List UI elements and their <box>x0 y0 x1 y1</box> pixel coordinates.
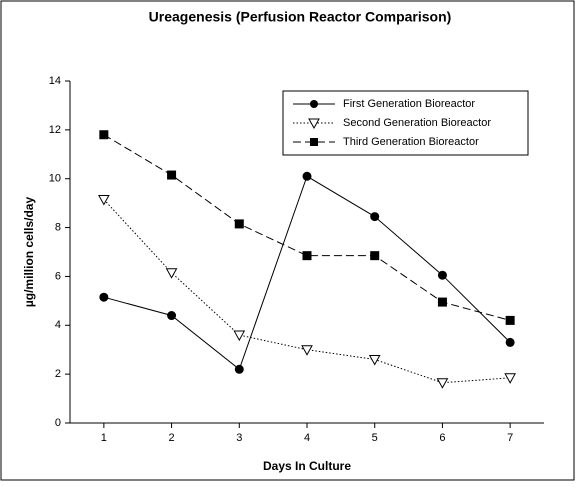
y-tick-label: 10 <box>49 173 61 185</box>
marker <box>234 364 244 374</box>
x-tick-label: 2 <box>169 432 175 444</box>
x-tick-label: 3 <box>236 432 242 444</box>
marker <box>370 251 380 261</box>
series-line <box>103 134 511 321</box>
y-tick-label: 14 <box>49 75 61 87</box>
legend-box <box>282 90 529 156</box>
marker <box>165 268 178 279</box>
y-tick-label: 8 <box>55 221 61 233</box>
y-tick-label: 4 <box>55 319 61 331</box>
marker <box>302 251 312 261</box>
marker <box>370 212 380 222</box>
legend-label: Second Generation Bioreactor <box>343 117 491 129</box>
legend: First Generation Bioreactor Second Genera… <box>282 90 529 156</box>
marker <box>99 130 109 140</box>
series-line <box>103 175 511 371</box>
marker <box>233 330 246 342</box>
x-tick-label: 5 <box>372 432 378 444</box>
legend-label: First Generation Bioreactor <box>343 98 475 110</box>
y-tick-label: 2 <box>55 368 61 380</box>
marker <box>302 171 312 181</box>
marker <box>167 170 177 180</box>
y-tick-label: 12 <box>49 124 61 136</box>
x-tick-label: 6 <box>439 432 445 444</box>
marker <box>505 315 515 325</box>
y-tick-label: 6 <box>55 270 61 282</box>
marker <box>234 219 244 229</box>
x-axis-label: Days In Culture <box>263 459 351 473</box>
y-axis-label: µg/million cells/day <box>22 197 36 308</box>
chart-title: Ureagenesis (Perfusion Reactor Compariso… <box>149 9 452 25</box>
legend-marker <box>310 138 318 146</box>
legend-marker <box>308 118 320 130</box>
marker <box>436 378 449 389</box>
marker <box>437 270 447 280</box>
marker <box>368 354 381 366</box>
marker <box>437 297 447 307</box>
marker <box>504 373 516 384</box>
marker <box>505 337 515 347</box>
legend-marker <box>310 100 318 108</box>
y-tick-label: 0 <box>55 417 61 429</box>
marker <box>98 194 110 206</box>
x-tick-label: 1 <box>101 432 107 444</box>
x-tick-label: 7 <box>507 432 513 444</box>
legend-label: Third Generation Bioreactor <box>343 136 479 148</box>
marker <box>167 311 177 321</box>
marker <box>301 345 313 356</box>
x-tick-label: 4 <box>304 432 310 444</box>
marker <box>99 292 109 302</box>
